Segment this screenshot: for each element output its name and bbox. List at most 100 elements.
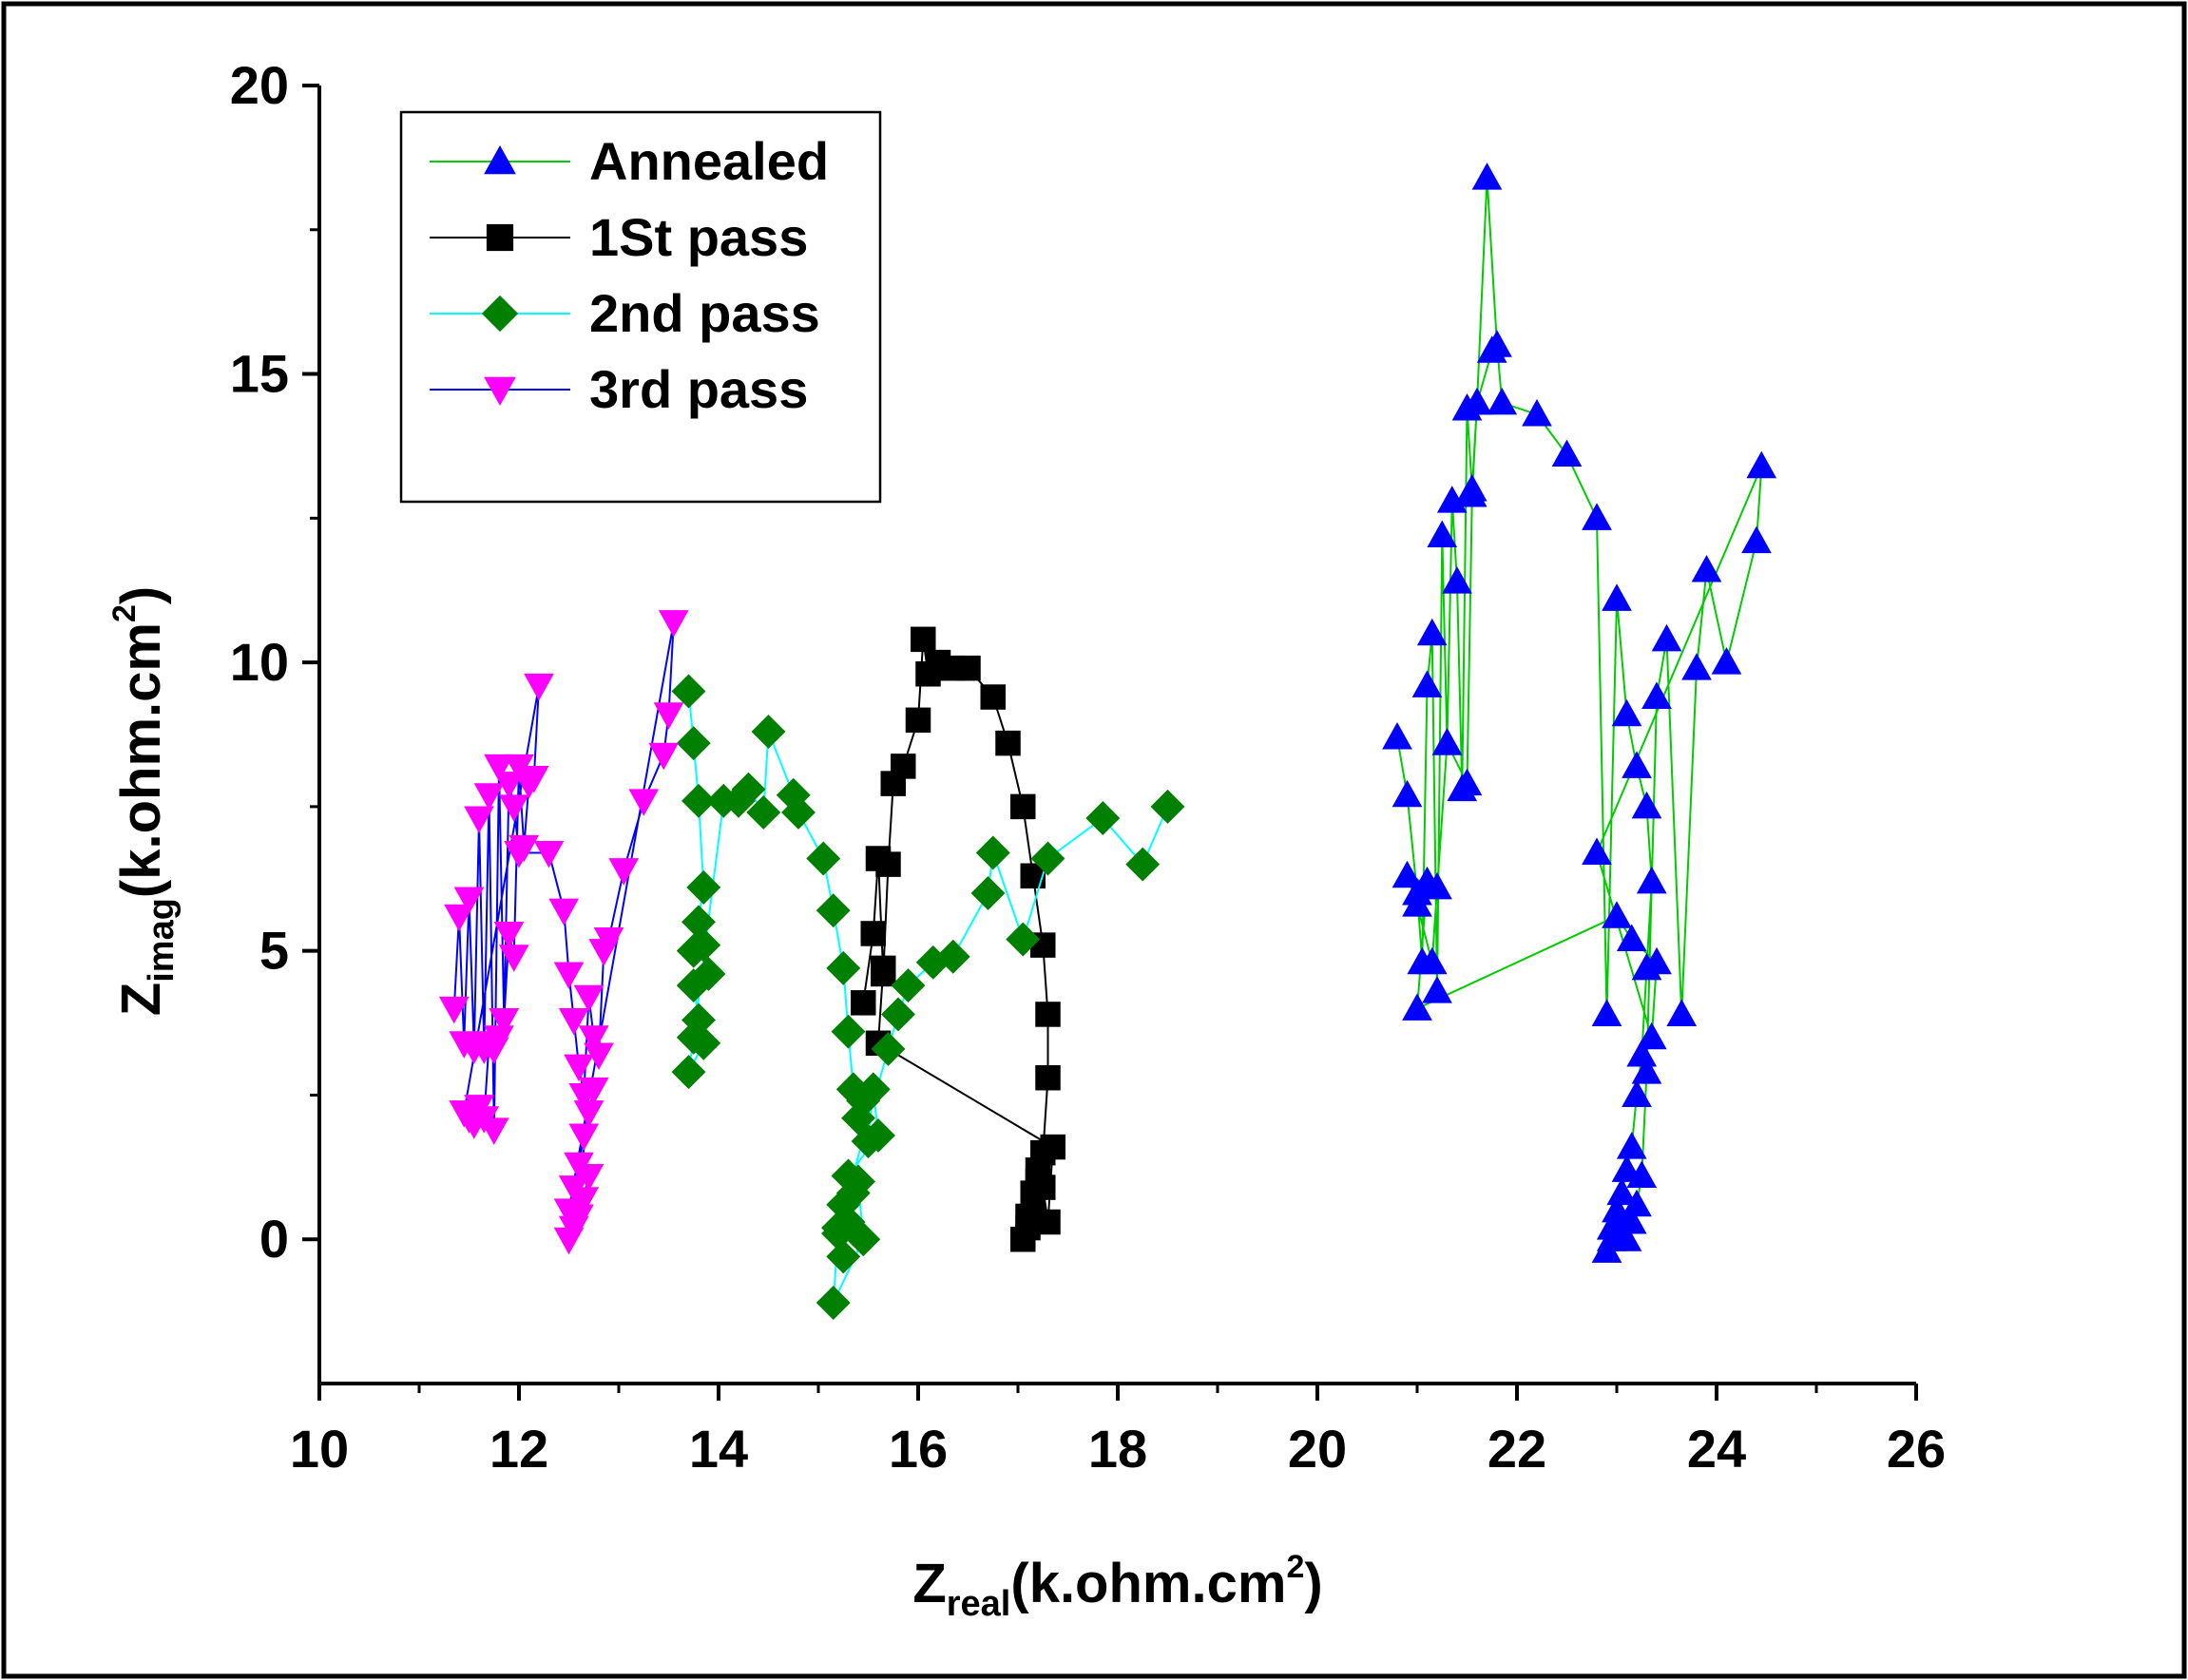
data-point-annealed	[1411, 670, 1443, 697]
data-point-1st-pass	[860, 921, 886, 946]
data-point-2nd-pass	[975, 835, 1010, 870]
legend-marker-1st-pass	[486, 223, 514, 252]
data-point-3rd-pass	[568, 1123, 600, 1151]
data-point-annealed	[1641, 946, 1672, 975]
x-ticks: 10 12 14 16 18 20 22 24 26	[290, 1384, 1946, 1479]
legend-marker-annealed	[484, 144, 516, 175]
data-point-2nd-pass	[861, 1117, 895, 1153]
data-point-1st-pass	[955, 655, 981, 681]
data-point-3rd-pass	[658, 610, 689, 638]
data-point-annealed	[1402, 993, 1432, 1021]
data-point-annealed	[1456, 480, 1487, 507]
y-axis-label-close: )	[110, 586, 172, 604]
data-point-annealed	[1666, 999, 1698, 1026]
x-tick-label: 14	[689, 1419, 748, 1479]
x-tick-label: 20	[1288, 1419, 1347, 1479]
data-point-3rd-pass	[608, 858, 640, 886]
data-point-annealed	[1616, 1206, 1647, 1234]
data-point-annealed	[1626, 1160, 1658, 1188]
data-point-annealed	[1636, 1021, 1667, 1050]
data-point-3rd-pass	[498, 945, 529, 972]
data-point-2nd-pass	[746, 795, 781, 830]
data-point-annealed	[1741, 525, 1772, 554]
data-point-2nd-pass	[826, 950, 861, 985]
x-tick-label: 22	[1487, 1419, 1546, 1479]
data-point-3rd-pass	[568, 1187, 600, 1214]
data-point-3rd-pass	[453, 887, 485, 915]
data-point-annealed	[1427, 520, 1458, 548]
data-point-annealed	[1402, 889, 1432, 917]
data-point-2nd-pass	[1085, 801, 1121, 835]
data-point-2nd-pass	[686, 869, 721, 905]
data-point-3rd-pass	[653, 702, 684, 730]
legend-label-annealed: Annealed	[589, 131, 829, 191]
series-1st-pass	[851, 626, 1065, 1252]
data-point-1st-pass	[1040, 1134, 1065, 1160]
data-point-3rd-pass	[498, 794, 529, 822]
data-point-annealed	[1487, 387, 1518, 415]
data-point-1st-pass	[1030, 932, 1056, 958]
data-point-annealed	[1522, 399, 1552, 427]
data-point-2nd-pass	[871, 1031, 906, 1066]
data-point-1st-pass	[875, 851, 901, 877]
data-point-2nd-pass	[671, 1055, 706, 1090]
data-point-annealed	[1416, 946, 1448, 975]
data-point-annealed	[1622, 751, 1652, 778]
data-point-annealed	[1651, 623, 1682, 652]
data-point-3rd-pass	[548, 898, 580, 926]
data-point-2nd-pass	[826, 1239, 861, 1274]
data-point-annealed	[1422, 871, 1452, 900]
data-point-annealed	[1711, 647, 1742, 675]
data-point-2nd-pass	[970, 875, 1006, 910]
data-point-3rd-pass	[648, 742, 680, 771]
legend-label-3rd-pass: 3rd pass	[589, 359, 808, 419]
data-point-2nd-pass	[816, 1286, 851, 1320]
data-point-3rd-pass	[493, 772, 525, 799]
data-point-3rd-pass	[573, 1163, 605, 1192]
x-tick-label: 16	[889, 1419, 948, 1479]
data-point-3rd-pass	[464, 806, 494, 834]
data-point-2nd-pass	[676, 726, 711, 761]
data-point-2nd-pass	[935, 939, 970, 974]
data-point-1st-pass	[1010, 1226, 1036, 1252]
data-point-annealed	[1431, 728, 1463, 755]
x-tick-label: 10	[290, 1419, 349, 1479]
data-point-3rd-pass	[578, 1077, 609, 1105]
data-point-2nd-pass	[881, 997, 915, 1032]
data-point-annealed	[1611, 698, 1642, 727]
legend: Annealed 1St pass 2nd pass 3rd pass	[399, 110, 882, 504]
data-point-2nd-pass	[781, 795, 816, 830]
data-point-3rd-pass	[444, 904, 474, 932]
y-axis-label: Zimag(k.ohm.cm2)	[106, 586, 182, 1016]
data-point-annealed	[1622, 1079, 1652, 1107]
data-point-annealed	[1422, 976, 1452, 1003]
data-point-annealed	[1636, 866, 1667, 894]
data-point-2nd-pass	[855, 1072, 891, 1107]
data-point-1st-pass	[1035, 1002, 1061, 1027]
data-point-annealed	[1471, 162, 1503, 190]
data-point-3rd-pass	[628, 789, 660, 816]
data-point-annealed	[1622, 1189, 1652, 1217]
y-axis-label-sup: 2	[106, 604, 143, 622]
data-point-2nd-pass	[1006, 922, 1041, 957]
legend-marker-2nd-pass	[481, 295, 519, 333]
data-point-annealed	[1451, 768, 1483, 796]
data-point-annealed	[1416, 618, 1448, 646]
x-axis-label-sub: real	[947, 1584, 1011, 1624]
data-point-3rd-pass	[524, 673, 554, 701]
data-point-annealed	[1631, 1057, 1662, 1084]
data-point-3rd-pass	[593, 927, 624, 955]
legend-marker-3rd-pass	[484, 376, 516, 407]
y-ticks: 0 5 10 15 20	[230, 55, 319, 1269]
x-tick-label: 24	[1687, 1419, 1746, 1479]
data-point-1st-pass	[891, 754, 916, 779]
data-point-2nd-pass	[816, 893, 851, 928]
data-point-annealed	[1462, 387, 1492, 415]
legend-items: Annealed 1St pass 2nd pass 3rd pass	[430, 131, 829, 419]
y-axis-label-main: Z	[110, 983, 172, 1016]
legend-box	[399, 110, 882, 504]
x-tick-label: 26	[1887, 1419, 1946, 1479]
data-point-1st-pass	[1010, 793, 1036, 820]
